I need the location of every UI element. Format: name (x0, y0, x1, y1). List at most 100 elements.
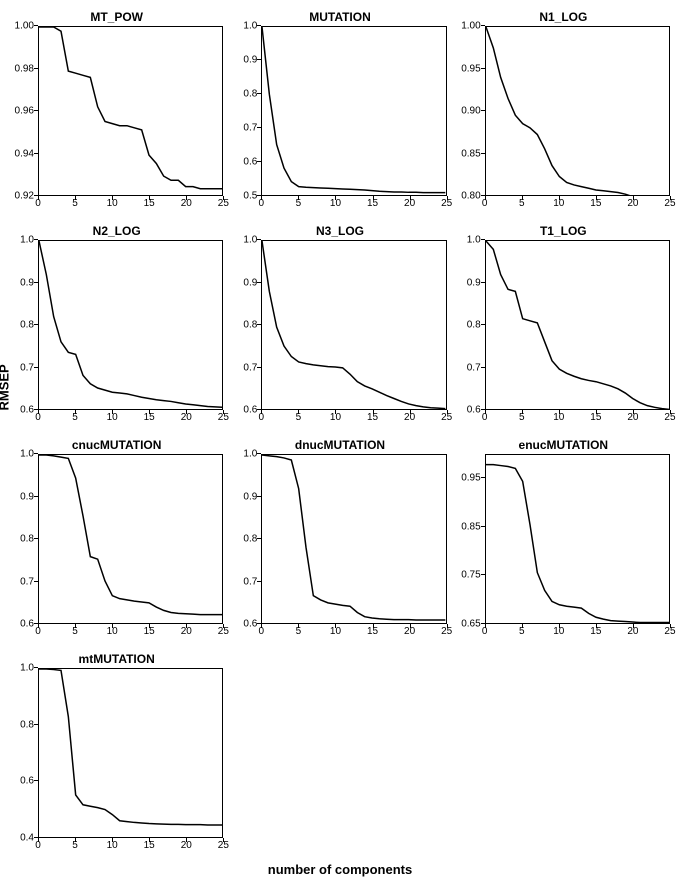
panel-title: MT_POW (10, 10, 223, 24)
y-tick-label: 0.9 (20, 491, 34, 502)
y-tick-label: 0.7 (20, 576, 34, 587)
y-axis: 0.920.940.960.981.00 (10, 26, 38, 196)
y-tick-label: 1.0 (467, 235, 481, 246)
data-line (39, 241, 222, 409)
data-line (39, 669, 222, 837)
y-tick-label: 0.94 (15, 148, 34, 159)
y-axis: 0.60.70.80.91.0 (457, 240, 485, 410)
panel-title: N2_LOG (10, 224, 223, 238)
y-axis: 0.60.70.80.91.0 (233, 240, 261, 410)
y-tick-label: 0.6 (20, 776, 34, 787)
x-axis: 0510152025 (38, 410, 223, 428)
y-tick-label: 0.90 (461, 106, 480, 117)
y-tick-label: 1.00 (461, 21, 480, 32)
chart-panel: N2_LOG 0.60.70.80.91.00510152025 (10, 224, 223, 428)
y-axis: 0.650.750.850.95 (457, 454, 485, 624)
y-tick-label: 0.7 (243, 576, 257, 587)
y-tick-label: 0.8 (243, 534, 257, 545)
y-tick-label: 0.9 (467, 277, 481, 288)
y-tick-label: 1.00 (15, 21, 34, 32)
y-tick-label: 0.9 (243, 491, 257, 502)
x-axis: 0510152025 (38, 624, 223, 642)
chart-area: 0.650.750.850.95 (457, 454, 670, 624)
plot-area (261, 240, 446, 410)
y-tick-label: 0.75 (461, 570, 480, 581)
panel-title: N1_LOG (457, 10, 670, 24)
y-tick-label: 0.95 (461, 63, 480, 74)
y-tick-label: 0.8 (20, 719, 34, 730)
y-axis: 0.60.70.80.91.0 (10, 240, 38, 410)
data-line (39, 27, 222, 195)
y-tick-label: 0.96 (15, 106, 34, 117)
plot-area (261, 454, 446, 624)
y-tick-label: 1.0 (243, 449, 257, 460)
panel-title: N3_LOG (233, 224, 446, 238)
panel-title: dnucMUTATION (233, 438, 446, 452)
chart-area: 0.60.70.80.91.0 (457, 240, 670, 410)
y-tick-label: 0.4 (20, 833, 34, 844)
y-tick-label: 0.7 (243, 123, 257, 134)
chart-area: 0.50.60.70.80.91.0 (233, 26, 446, 196)
y-tick-label: 0.8 (20, 320, 34, 331)
y-tick-label: 0.8 (243, 89, 257, 100)
x-axis: 0510152025 (485, 624, 670, 642)
y-tick-label: 0.8 (20, 534, 34, 545)
y-tick-label: 0.6 (20, 619, 34, 630)
chart-area: 0.60.70.80.91.0 (233, 240, 446, 410)
plot-area (38, 454, 223, 624)
y-axis: 0.50.60.70.80.91.0 (233, 26, 261, 196)
data-line (486, 27, 669, 195)
chart-area: 0.920.940.960.981.00 (10, 26, 223, 196)
chart-panel: MUTATION0.50.60.70.80.91.00510152025 (233, 10, 446, 214)
data-line (262, 27, 445, 195)
y-axis: 0.60.70.80.91.0 (10, 454, 38, 624)
y-tick-label: 0.80 (461, 191, 480, 202)
panel-title: cnucMUTATION (10, 438, 223, 452)
y-tick-label: 0.95 (461, 473, 480, 484)
panel-title: enucMUTATION (457, 438, 670, 452)
chart-panel: MT_POW0.920.940.960.981.000510152025 (10, 10, 223, 214)
data-line (262, 455, 445, 623)
x-axis: 0510152025 (485, 196, 670, 214)
y-tick-label: 0.6 (20, 405, 34, 416)
y-tick-label: 0.6 (243, 619, 257, 630)
plot-area (38, 668, 223, 838)
y-tick-label: 0.9 (243, 277, 257, 288)
y-tick-label: 0.98 (15, 63, 34, 74)
panel-title: mtMUTATION (10, 652, 223, 666)
y-tick-label: 0.6 (243, 157, 257, 168)
x-axis: 0510152025 (261, 196, 446, 214)
y-tick-label: 0.9 (243, 55, 257, 66)
chart-area: 0.60.70.80.91.0 (10, 240, 223, 410)
x-axis: 0510152025 (261, 410, 446, 428)
plot-area (485, 26, 670, 196)
y-tick-label: 0.6 (467, 405, 481, 416)
x-axis-label: number of components (10, 862, 670, 877)
plot-area (261, 26, 446, 196)
y-tick-label: 0.85 (461, 521, 480, 532)
x-axis: 0510152025 (485, 410, 670, 428)
y-tick-label: 0.7 (467, 362, 481, 373)
y-tick-label: 1.0 (20, 663, 34, 674)
plot-area (485, 240, 670, 410)
chart-grid: RMSEP MT_POW0.920.940.960.981.0005101520… (10, 10, 670, 856)
data-line (486, 241, 669, 409)
chart-panel: N3_LOG0.60.70.80.91.00510152025 (233, 224, 446, 428)
y-tick-label: 1.0 (243, 21, 257, 32)
chart-panel: dnucMUTATION0.60.70.80.91.00510152025 (233, 438, 446, 642)
data-line (39, 455, 222, 623)
chart-area: 0.60.70.80.91.0 (10, 454, 223, 624)
y-tick-label: 0.8 (467, 320, 481, 331)
plot-area (38, 240, 223, 410)
chart-area: 0.60.70.80.91.0 (233, 454, 446, 624)
chart-area: 0.800.850.900.951.00 (457, 26, 670, 196)
chart-panel: N1_LOG0.800.850.900.951.000510152025 (457, 10, 670, 214)
y-axis: 0.40.60.81.0 (10, 668, 38, 838)
y-tick-label: 0.8 (243, 320, 257, 331)
chart-area: 0.40.60.81.0 (10, 668, 223, 838)
y-tick-label: 1.0 (243, 235, 257, 246)
chart-panel: enucMUTATION0.650.750.850.950510152025 (457, 438, 670, 642)
chart-panel: mtMUTATION 0.4 0.6 0.8 1.0 0510152025 (10, 652, 223, 856)
y-tick-label: 0.92 (15, 191, 34, 202)
x-axis: 0510152025 (38, 838, 223, 856)
